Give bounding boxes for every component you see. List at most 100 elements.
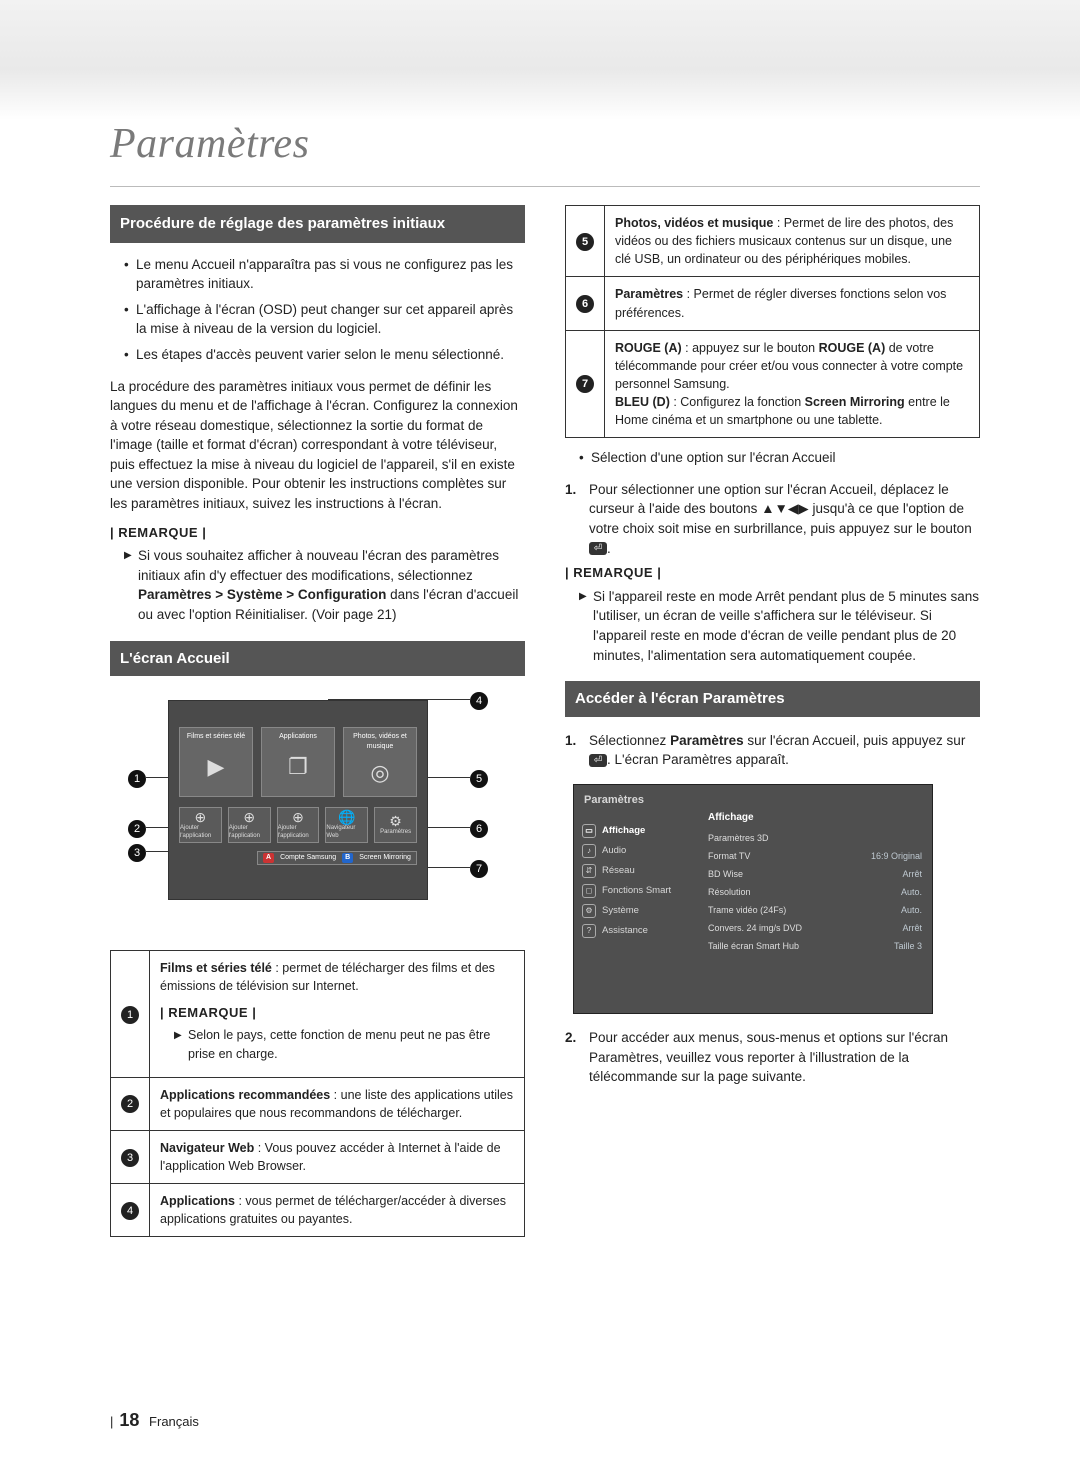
- initial-paragraph: La procédure des paramètres initiaux vou…: [110, 377, 525, 514]
- remarque-label: | REMARQUE |: [565, 564, 980, 583]
- audio-icon: ♪: [582, 844, 596, 858]
- enter-icon: ⏎: [589, 754, 607, 767]
- callout-7: 7: [470, 860, 488, 878]
- badge-b: B: [342, 853, 353, 863]
- callout-1: 1: [128, 770, 146, 788]
- gear-icon: ⚙: [389, 814, 402, 828]
- tile-label: Applications: [264, 732, 332, 742]
- remarque-item: Si vous souhaitez afficher à nouveau l'é…: [124, 546, 525, 624]
- step-item: 1. Pour sélectionner une option sur l'éc…: [565, 480, 980, 558]
- section-heading-initial: Procédure de réglage des paramètres init…: [110, 205, 525, 243]
- num-2: 2: [121, 1095, 139, 1113]
- home-screen-diagram: 1 2 3 4 5 6 7: [128, 690, 488, 940]
- globe-icon: 🌐: [338, 810, 355, 824]
- desc-cell: Applications recommandées : une liste de…: [150, 1077, 525, 1130]
- mock-row: Taille écran Smart HubTaille 3: [708, 937, 922, 955]
- tile-media: Photos, vidéos et musique ◎: [343, 727, 417, 797]
- tile-films: Films et séries télé ▶: [179, 727, 253, 797]
- apps-icon: ❐: [264, 742, 332, 792]
- remarque-list: Si l'appareil reste en mode Arrêt pendan…: [565, 587, 980, 665]
- status-row: A Compte Samsung B Screen Mirroring: [257, 851, 417, 865]
- desc-cell: Photos, vidéos et musique : Permet de li…: [605, 206, 980, 277]
- step-text: Pour sélectionner une option sur l'écran…: [589, 480, 980, 558]
- plus-icon: ⊕: [195, 810, 207, 824]
- home-screen-mock: Films et séries télé ▶ Applications ❐ Ph…: [168, 700, 428, 900]
- plus-icon: ⊕: [243, 810, 255, 824]
- table-row: 2 Applications recommandées : une liste …: [111, 1077, 525, 1130]
- bullet-item: Sélection d'une option sur l'écran Accue…: [579, 448, 980, 468]
- desc-cell: ROUGE (A) : appuyez sur le bouton ROUGE …: [605, 330, 980, 438]
- num-5: 5: [576, 233, 594, 251]
- num-1: 1: [121, 1006, 139, 1024]
- left-column: Procédure de réglage des paramètres init…: [110, 205, 525, 1237]
- footer-bar: |: [110, 1414, 113, 1429]
- columns: Procédure de réglage des paramètres init…: [110, 205, 980, 1237]
- mock-sidebar-item: ?Assistance: [582, 921, 692, 941]
- mock-sidebar-item: ⚙Système: [582, 901, 692, 921]
- step-number: 1.: [565, 731, 583, 770]
- step-text: Sélectionnez Paramètres sur l'écran Accu…: [589, 731, 980, 770]
- remarque-item: Si l'appareil reste en mode Arrêt pendan…: [579, 587, 980, 665]
- bullet-item: Le menu Accueil n'apparaîtra pas si vous…: [124, 255, 525, 294]
- desc-cell: Applications : vous permet de télécharge…: [150, 1184, 525, 1237]
- mock-row: BD WiseArrêt: [708, 865, 922, 883]
- mini-app: ⊕Ajouter l'application: [277, 807, 320, 843]
- enter-icon: ⏎: [589, 542, 607, 555]
- selection-bullet: Sélection d'une option sur l'écran Accue…: [565, 448, 980, 468]
- mock-title: Paramètres: [584, 793, 644, 809]
- page-number: 18: [119, 1410, 139, 1430]
- table-row: 1 Films et séries télé : permet de téléc…: [111, 951, 525, 1077]
- right-column: 5 Photos, vidéos et musique : Permet de …: [565, 205, 980, 1237]
- system-icon: ⚙: [582, 904, 596, 918]
- mini-app-web: 🌐Navigateur Web: [325, 807, 368, 843]
- section-heading-settings: Accéder à l'écran Paramètres: [565, 681, 980, 717]
- callout-3: 3: [128, 844, 146, 862]
- play-icon: ▶: [182, 742, 250, 792]
- step-number: 1.: [565, 480, 583, 558]
- manual-page: Paramètres Procédure de réglage des para…: [0, 0, 1080, 1479]
- mock-row: Convers. 24 img/s DVDArrêt: [708, 919, 922, 937]
- callout-5: 5: [470, 770, 488, 788]
- mock-panel: Affichage Paramètres 3D Format TV16:9 Or…: [708, 807, 922, 955]
- mini-app: ⊕Ajouter l'application: [179, 807, 222, 843]
- desc-cell: Films et séries télé : permet de télécha…: [150, 951, 525, 1077]
- num-4: 4: [121, 1202, 139, 1220]
- display-icon: ▭: [582, 824, 596, 838]
- tile-label: Photos, vidéos et musique: [346, 732, 414, 752]
- bullet-item: Les étapes d'accès peuvent varier selon …: [124, 345, 525, 365]
- plus-icon: ⊕: [292, 810, 304, 824]
- disc-icon: ◎: [346, 753, 414, 793]
- settings-steps-2: 2. Pour accéder aux menus, sous-menus et…: [565, 1028, 980, 1087]
- selection-steps: 1. Pour sélectionner une option sur l'éc…: [565, 480, 980, 558]
- remarque-item: Selon le pays, cette fonction de menu pe…: [174, 1026, 514, 1062]
- desc-table-right: 5 Photos, vidéos et musique : Permet de …: [565, 205, 980, 438]
- network-icon: ⇵: [582, 864, 596, 878]
- badge-a: A: [263, 853, 274, 863]
- step-item: 2. Pour accéder aux menus, sous-menus et…: [565, 1028, 980, 1087]
- num-7: 7: [576, 375, 594, 393]
- badge-b-label: Screen Mirroring: [359, 853, 411, 863]
- num-3: 3: [121, 1149, 139, 1167]
- mini-app-settings: ⚙Paramètres: [374, 807, 417, 843]
- settings-steps: 1. Sélectionnez Paramètres sur l'écran A…: [565, 731, 980, 770]
- step-item: 1. Sélectionnez Paramètres sur l'écran A…: [565, 731, 980, 770]
- desc-cell: Navigateur Web : Vous pouvez accéder à I…: [150, 1130, 525, 1183]
- remarque-text: Si vous souhaitez afficher à nouveau l'é…: [138, 548, 518, 622]
- mock-sidebar-item: ◻Fonctions Smart: [582, 881, 692, 901]
- badge-a-label: Compte Samsung: [280, 853, 336, 863]
- remarque-label: | REMARQUE |: [110, 524, 525, 543]
- page-title: Paramètres: [110, 120, 980, 168]
- step-text: Pour accéder aux menus, sous-menus et op…: [589, 1028, 980, 1087]
- callout-6: 6: [470, 820, 488, 838]
- table-row: 7 ROUGE (A) : appuyez sur le bouton ROUG…: [566, 330, 980, 438]
- page-footer: |18 Français: [110, 1410, 199, 1431]
- bullet-item: L'affichage à l'écran (OSD) peut changer…: [124, 300, 525, 339]
- desc-table-left: 1 Films et séries télé : permet de téléc…: [110, 950, 525, 1237]
- table-row: 6 Paramètres : Permet de régler diverses…: [566, 277, 980, 330]
- mock-sidebar-item: ⇵Réseau: [582, 861, 692, 881]
- table-row: 3 Navigateur Web : Vous pouvez accéder à…: [111, 1130, 525, 1183]
- title-divider: [110, 186, 980, 187]
- arrow-keys-icon: ▲▼◀▶: [761, 501, 809, 516]
- desc-cell: Paramètres : Permet de régler diverses f…: [605, 277, 980, 330]
- mock-row: RésolutionAuto.: [708, 883, 922, 901]
